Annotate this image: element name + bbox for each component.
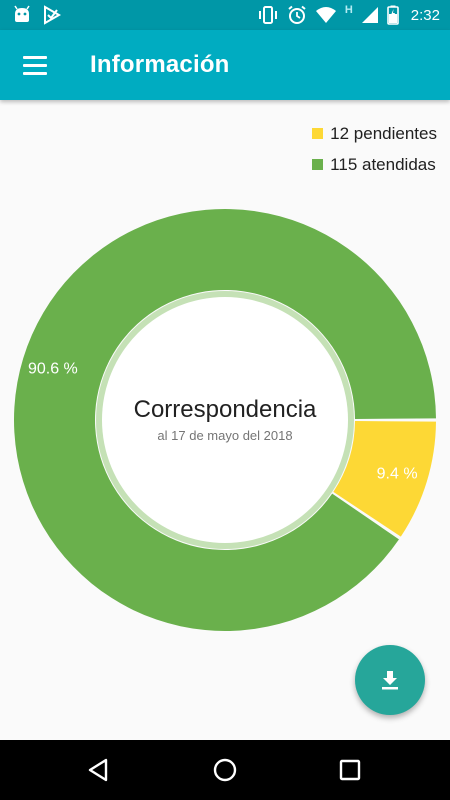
navigation-bar [0, 740, 450, 800]
android-icon [14, 5, 30, 22]
battery-icon [386, 5, 399, 25]
legend-label-pendientes: 12 pendientes [330, 123, 437, 143]
wifi-icon [315, 7, 336, 23]
legend-swatch-atendidas [312, 159, 324, 170]
network-type-label: H [344, 4, 353, 16]
slice-percent-label-pendientes: 9.4 % [377, 466, 418, 483]
hamburger-icon-line [23, 71, 47, 75]
status-left-icons [12, 5, 62, 25]
play-store-icon [44, 5, 62, 25]
vibrate-icon [258, 6, 277, 24]
back-icon[interactable] [84, 755, 114, 785]
legend-label-atendidas: 115 atendidas [330, 154, 436, 174]
slice-percent-label-atendidas: 90.6 % [28, 360, 78, 377]
recents-icon[interactable] [335, 755, 365, 785]
donut-slice-pendientes[interactable] [333, 421, 436, 537]
hamburger-icon-line [23, 63, 47, 67]
legend-swatch-pendientes [312, 128, 324, 139]
status-right-icons: H 2:32 [257, 3, 440, 27]
signal-icon [361, 7, 378, 23]
menu-button[interactable] [16, 47, 54, 83]
chart-center-title: Correspondencia [133, 396, 317, 423]
donut-slice-atendidas[interactable] [14, 209, 436, 632]
page-title: Información [90, 51, 230, 78]
chart-center-subtitle: al 17 de mayo del 2018 [157, 428, 293, 443]
chart-legend: 12 pendientes 115 atendidas [312, 118, 437, 180]
legend-item-atendidas: 115 atendidas [312, 149, 437, 180]
download-icon [382, 671, 398, 690]
app-bar: Información [0, 30, 450, 100]
alarm-icon [288, 5, 306, 24]
download-fab-button[interactable] [355, 645, 425, 715]
status-time: 2:32 [410, 6, 440, 24]
legend-item-pendientes: 12 pendientes [312, 118, 437, 149]
status-bar: H 2:32 [0, 0, 450, 30]
donut-center-hole [102, 297, 348, 543]
home-icon[interactable] [210, 755, 240, 785]
hamburger-icon-line [23, 55, 47, 59]
